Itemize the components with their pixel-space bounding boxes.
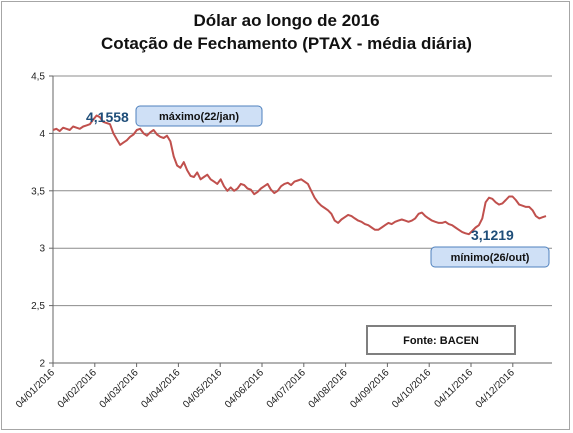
axes — [49, 75, 552, 367]
max-value-label: 4,1558 — [86, 109, 129, 125]
x-tick-label: 04/12/2016 — [474, 367, 517, 410]
x-tick-label: 04/10/2016 — [390, 367, 433, 410]
x-tick-label: 04/08/2016 — [307, 367, 350, 410]
y-tick-label: 2 — [39, 359, 45, 370]
chart-title-line2: Cotação de Fechamento (PTAX - média diár… — [101, 34, 472, 53]
x-tick-label: 04/07/2016 — [265, 367, 308, 410]
x-tick-label: 04/06/2016 — [223, 367, 266, 410]
y-tick-label: 3,5 — [31, 186, 45, 197]
x-tick-label: 04/01/2016 — [14, 367, 57, 410]
x-tick-label: 04/05/2016 — [181, 367, 224, 410]
chart-title: Dólar ao longo de 2016 Cotação de Fecham… — [0, 9, 573, 55]
min-callout-box — [430, 246, 550, 268]
y-tick-label: 2,5 — [31, 301, 45, 312]
y-tick-label: 4 — [39, 129, 45, 140]
x-tick-label: 04/04/2016 — [139, 367, 182, 410]
y-tick-label: 3 — [39, 244, 45, 255]
min-value-label: 3,1219 — [471, 227, 514, 243]
max-callout-box — [135, 105, 263, 127]
chart-title-line1: Dólar ao longo de 2016 — [193, 11, 380, 30]
source-box — [366, 325, 516, 355]
x-tick-label: 04/11/2016 — [432, 367, 475, 410]
y-axis-ticks: 2 2,5 3 3,5 4 4,5 — [31, 72, 45, 370]
series-layer — [52, 114, 547, 236]
source-label: Fonte: BACEN — [403, 335, 479, 347]
x-tick-label: 04/03/2016 — [98, 367, 141, 410]
x-tick-label: 04/02/2016 — [56, 367, 99, 410]
gridlines — [53, 75, 552, 307]
x-axis-ticks: 04/01/201604/02/201604/03/201604/04/2016… — [14, 367, 517, 410]
min-callout-label: mínimo(26/out) — [451, 252, 530, 264]
x-tick-label: 04/09/2016 — [348, 367, 391, 410]
max-callout-label: máximo(22/jan) — [159, 111, 239, 123]
y-tick-label: 4,5 — [31, 72, 45, 83]
series-line — [52, 114, 547, 236]
